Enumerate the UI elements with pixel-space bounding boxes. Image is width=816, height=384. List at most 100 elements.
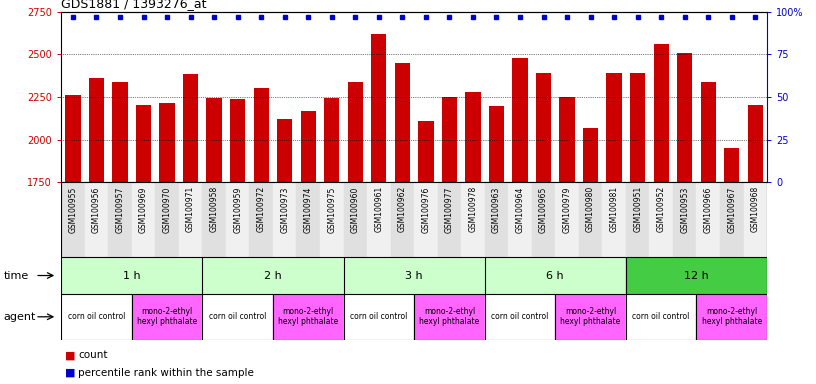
Bar [395, 63, 410, 182]
Bar [555, 294, 626, 340]
Text: ■: ■ [65, 350, 76, 360]
Bar [677, 53, 692, 182]
Text: mono-2-ethyl
hexyl phthalate: mono-2-ethyl hexyl phthalate [702, 307, 762, 326]
Bar [583, 128, 598, 182]
Bar [155, 182, 179, 257]
Bar [626, 182, 650, 257]
Text: GSM100973: GSM100973 [280, 186, 289, 233]
Text: GSM100952: GSM100952 [657, 186, 666, 232]
Bar [61, 182, 85, 257]
Bar [179, 182, 202, 257]
Bar [747, 105, 763, 182]
Bar [532, 182, 555, 257]
Text: corn oil control: corn oil control [350, 312, 407, 321]
Bar [183, 74, 198, 182]
Text: mono-2-ethyl
hexyl phthalate: mono-2-ethyl hexyl phthalate [278, 307, 339, 326]
Text: GSM100968: GSM100968 [751, 186, 760, 232]
Bar [485, 257, 626, 294]
Bar [109, 182, 131, 257]
Bar [371, 34, 387, 182]
Bar [344, 182, 367, 257]
Text: corn oil control: corn oil control [68, 312, 125, 321]
Text: GSM100964: GSM100964 [516, 186, 525, 233]
Bar [230, 99, 246, 182]
Text: GSM100962: GSM100962 [398, 186, 407, 232]
Text: GSM100971: GSM100971 [186, 186, 195, 232]
Bar [696, 182, 720, 257]
Bar [720, 182, 743, 257]
Bar [348, 81, 363, 182]
Bar [508, 182, 532, 257]
Bar [391, 182, 414, 257]
Text: GSM100961: GSM100961 [375, 186, 384, 232]
Bar [724, 148, 739, 182]
Bar [113, 81, 127, 182]
Bar [743, 182, 767, 257]
Text: GSM100977: GSM100977 [445, 186, 454, 233]
Bar [461, 182, 485, 257]
Bar [277, 119, 292, 182]
Text: mono-2-ethyl
hexyl phthalate: mono-2-ethyl hexyl phthalate [137, 307, 197, 326]
Bar [202, 257, 344, 294]
Bar [250, 182, 273, 257]
Bar [650, 182, 673, 257]
Text: corn oil control: corn oil control [632, 312, 690, 321]
Bar [89, 78, 104, 182]
Bar [131, 294, 202, 340]
Text: GSM100981: GSM100981 [610, 186, 619, 232]
Bar [136, 105, 151, 182]
Text: GSM100975: GSM100975 [327, 186, 336, 233]
Text: GSM100951: GSM100951 [633, 186, 642, 232]
Text: 12 h: 12 h [684, 270, 709, 281]
Text: count: count [78, 350, 108, 360]
Text: time: time [3, 270, 29, 281]
Bar [626, 257, 767, 294]
Text: GSM100970: GSM100970 [162, 186, 171, 233]
Bar [226, 182, 250, 257]
Bar [273, 182, 296, 257]
Text: GSM100969: GSM100969 [139, 186, 148, 233]
Text: agent: agent [3, 312, 36, 322]
Text: percentile rank within the sample: percentile rank within the sample [78, 368, 255, 378]
Bar [65, 95, 81, 182]
Bar [602, 182, 626, 257]
Bar [512, 58, 528, 182]
Bar [606, 73, 622, 182]
Text: GSM100967: GSM100967 [727, 186, 736, 233]
Bar [202, 294, 273, 340]
Bar [344, 257, 485, 294]
Bar [437, 182, 461, 257]
Text: GDS1881 / 1393276_at: GDS1881 / 1393276_at [61, 0, 206, 10]
Text: GSM100956: GSM100956 [92, 186, 101, 233]
Bar [202, 182, 226, 257]
Text: ■: ■ [65, 368, 76, 378]
Text: 1 h: 1 h [123, 270, 140, 281]
Bar [536, 73, 551, 182]
Bar [414, 294, 485, 340]
Bar [414, 182, 437, 257]
Bar [696, 294, 767, 340]
Bar [159, 103, 175, 182]
Text: GSM100959: GSM100959 [233, 186, 242, 233]
Bar [701, 81, 716, 182]
Text: GSM100972: GSM100972 [257, 186, 266, 232]
Text: GSM100976: GSM100976 [421, 186, 430, 233]
Bar [419, 121, 433, 182]
Bar [654, 44, 669, 182]
Bar [254, 88, 268, 182]
Text: GSM100960: GSM100960 [351, 186, 360, 233]
Bar [206, 98, 222, 182]
Bar [367, 182, 391, 257]
Bar [296, 182, 320, 257]
Text: corn oil control: corn oil control [209, 312, 266, 321]
Bar [673, 182, 696, 257]
Text: mono-2-ethyl
hexyl phthalate: mono-2-ethyl hexyl phthalate [419, 307, 480, 326]
Bar [273, 294, 344, 340]
Text: 3 h: 3 h [406, 270, 423, 281]
Text: GSM100958: GSM100958 [210, 186, 219, 232]
Text: corn oil control: corn oil control [491, 312, 548, 321]
Text: GSM100957: GSM100957 [116, 186, 125, 233]
Bar [324, 98, 339, 182]
Bar [61, 257, 202, 294]
Bar [465, 92, 481, 182]
